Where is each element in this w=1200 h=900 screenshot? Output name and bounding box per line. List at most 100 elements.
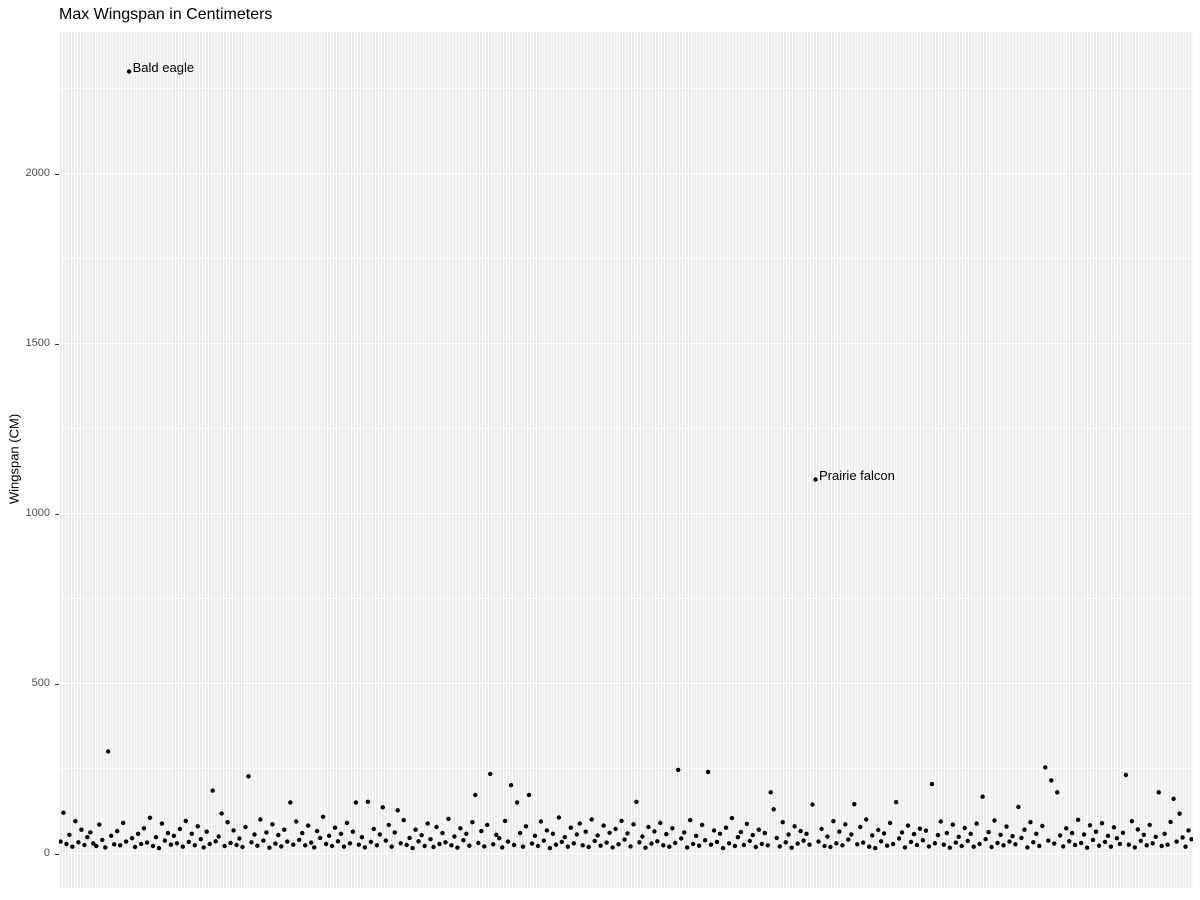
scatter-point (837, 829, 842, 834)
scatter-point (88, 830, 93, 835)
scatter-point (816, 839, 821, 844)
scatter-point (646, 824, 651, 830)
scatter-point (1168, 819, 1173, 825)
scatter-point (488, 771, 493, 777)
scatter-point (553, 842, 559, 847)
scatter-point (240, 844, 245, 850)
scatter-point (195, 824, 200, 829)
scatter-point (123, 839, 129, 844)
scatter-point (452, 834, 457, 839)
scatter-point (1013, 842, 1018, 847)
scatter-point (383, 838, 388, 843)
scatter-point (413, 827, 418, 832)
scatter-point (580, 843, 585, 848)
scatter-point (395, 808, 400, 813)
scatter-point (294, 819, 299, 824)
scatter-point (738, 829, 744, 835)
scatter-point (118, 843, 123, 848)
scatter-point (461, 838, 466, 843)
scatter-point (103, 845, 108, 850)
scatter-point (1183, 844, 1188, 849)
scatter-point (619, 818, 624, 824)
scatter-point (192, 843, 197, 848)
scatter-point (335, 839, 341, 844)
scatter-point (807, 842, 812, 847)
scatter-point (1084, 845, 1090, 850)
scatter-point (449, 843, 454, 848)
scatter-point (911, 831, 917, 837)
scatter-point (398, 841, 403, 846)
scatter-point (1078, 840, 1084, 846)
scatter-point (893, 800, 899, 805)
scatter-point (804, 831, 809, 836)
scatter-point (1135, 827, 1141, 832)
scatter-point (846, 837, 851, 842)
scatter-point (795, 841, 800, 846)
scatter-point (476, 840, 481, 846)
scatter-point (491, 842, 496, 847)
scatter-point (443, 840, 448, 845)
scatter-point (341, 844, 347, 849)
scatter-point (547, 845, 553, 851)
scatter-point (312, 845, 317, 850)
scatter-point (679, 836, 684, 841)
y-tick-mark (55, 853, 59, 855)
scatter-point (112, 842, 117, 847)
scatter-point (1093, 829, 1099, 834)
scatter-point (831, 819, 836, 824)
scatter-point (264, 830, 269, 835)
scatter-point (825, 834, 830, 839)
scatter-point (365, 799, 371, 804)
scatter-point (1022, 827, 1027, 832)
scatter-point (998, 832, 1003, 837)
scatter-point (559, 839, 564, 845)
scatter-point (1061, 844, 1066, 849)
scatter-point (479, 828, 484, 834)
scatter-point (1099, 821, 1105, 826)
y-tick-mark (55, 173, 59, 175)
scatter-point (870, 833, 875, 838)
y-tick-mark (55, 513, 59, 515)
scatter-point (923, 828, 929, 833)
gridline-minor (59, 768, 1193, 769)
scatter-point (1004, 824, 1009, 829)
scatter-point (535, 843, 541, 849)
scatter-point (956, 834, 961, 839)
scatter-point (965, 838, 970, 844)
scatter-point (129, 836, 135, 841)
scatter-point (574, 832, 579, 837)
scatter-point (1120, 830, 1126, 835)
scatter-point (494, 832, 499, 837)
scatter-point (297, 837, 302, 843)
scatter-point (517, 830, 523, 836)
scatter-point (881, 831, 887, 836)
scatter-point (497, 836, 502, 841)
scatter-point (353, 800, 359, 805)
scatter-point (97, 822, 102, 827)
scatter-point (210, 788, 215, 793)
scatter-point (162, 838, 168, 843)
scatter-point (505, 839, 511, 844)
scatter-point (174, 841, 180, 846)
scatter-point (1111, 825, 1117, 830)
scatter-point (252, 832, 257, 837)
scatter-point (971, 844, 976, 849)
scatter-point (899, 830, 905, 835)
scatter-point (732, 843, 738, 849)
scatter-point (1102, 839, 1108, 845)
scatter-point (425, 821, 430, 826)
scatter-point (780, 820, 785, 825)
scatter-point (777, 844, 782, 849)
y-tick-label: 500 (31, 677, 50, 689)
scatter-point (1025, 845, 1030, 850)
scatter-point (419, 832, 424, 838)
scatter-point (643, 845, 648, 850)
scatter-point (789, 845, 794, 850)
scatter-point (822, 843, 827, 849)
scatter-point (717, 831, 723, 836)
scatter-point (270, 822, 275, 827)
scatter-point (810, 802, 815, 807)
scatter-point (1046, 838, 1051, 843)
scatter-point (228, 840, 233, 846)
scatter-point (819, 826, 824, 832)
